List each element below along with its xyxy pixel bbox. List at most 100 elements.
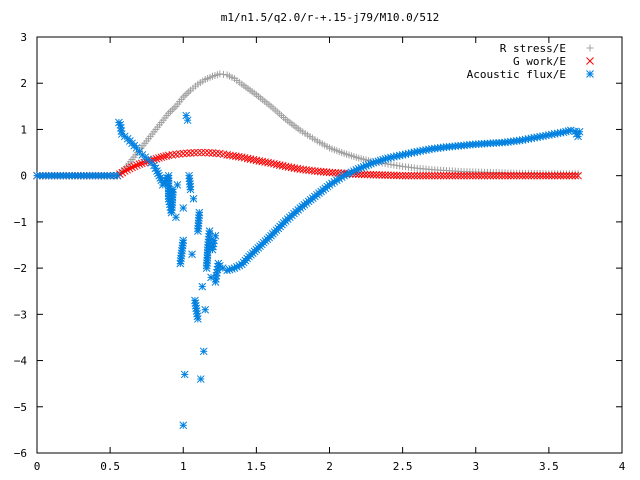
data-point xyxy=(219,150,228,159)
data-point xyxy=(261,158,270,166)
data-point xyxy=(181,91,189,99)
x-tick-label: 0 xyxy=(34,460,41,473)
data-point xyxy=(240,153,249,162)
data-point xyxy=(126,158,134,166)
data-point xyxy=(501,171,509,180)
data-point xyxy=(428,171,436,180)
data-point xyxy=(524,171,533,180)
data-point xyxy=(542,171,550,180)
data-point xyxy=(196,375,205,383)
data-point xyxy=(308,134,316,142)
data-point xyxy=(208,149,217,157)
data-point xyxy=(545,171,553,180)
data-point xyxy=(133,161,141,170)
data-point xyxy=(489,171,498,180)
x-tick-label: 3.5 xyxy=(539,460,559,473)
data-point xyxy=(378,171,387,179)
data-point xyxy=(468,171,477,180)
data-point xyxy=(439,171,448,180)
data-point xyxy=(294,125,302,133)
data-point xyxy=(246,155,255,163)
legend-label: Acoustic flux/E xyxy=(467,68,566,81)
data-point xyxy=(512,171,521,180)
data-point xyxy=(163,112,171,120)
data-point xyxy=(387,171,395,180)
data-point xyxy=(155,121,163,129)
data-point xyxy=(521,171,530,180)
data-point xyxy=(404,171,413,180)
data-point xyxy=(280,113,288,121)
data-point xyxy=(212,271,221,280)
data-point xyxy=(410,164,418,172)
x-tick-label: 1 xyxy=(180,460,187,473)
data-point xyxy=(506,171,515,180)
data-point xyxy=(180,370,189,379)
data-point xyxy=(213,71,221,79)
data-point xyxy=(212,149,221,158)
data-point xyxy=(498,171,506,180)
data-point xyxy=(179,149,188,158)
data-point xyxy=(451,171,460,180)
data-point xyxy=(219,70,227,78)
data-point xyxy=(367,159,375,168)
data-point xyxy=(159,152,168,161)
data-point xyxy=(463,171,471,180)
data-point xyxy=(495,171,504,180)
data-point xyxy=(442,171,451,180)
data-point xyxy=(454,171,463,180)
data-point xyxy=(413,171,422,180)
data-point xyxy=(235,261,244,270)
data-point xyxy=(173,181,182,189)
data-point xyxy=(250,247,259,256)
x-tick-label: 2 xyxy=(326,460,333,473)
data-point xyxy=(445,171,454,180)
data-point xyxy=(515,171,524,180)
y-tick-label: 2 xyxy=(20,77,27,90)
data-point xyxy=(290,164,299,172)
data-point xyxy=(195,211,203,220)
data-point xyxy=(152,154,161,163)
data-point xyxy=(539,171,547,180)
data-point xyxy=(117,127,126,135)
data-point xyxy=(264,158,272,167)
data-point xyxy=(103,171,112,180)
data-point xyxy=(366,170,375,179)
data-point xyxy=(88,171,97,180)
legend-label: R stress/E xyxy=(500,42,566,55)
data-point xyxy=(466,171,474,180)
data-point xyxy=(168,188,177,196)
data-point xyxy=(550,171,559,180)
data-point xyxy=(194,148,202,157)
data-point xyxy=(574,171,582,180)
data-point xyxy=(433,171,442,180)
data-point xyxy=(155,154,163,162)
data-point xyxy=(228,73,236,81)
data-point xyxy=(564,127,573,135)
y-tick-label: −4 xyxy=(14,355,28,368)
data-point xyxy=(183,116,192,125)
data-point xyxy=(135,160,144,168)
data-point xyxy=(179,204,188,212)
data-point xyxy=(199,347,208,356)
data-point xyxy=(137,159,146,168)
y-tick-label: 1 xyxy=(20,123,27,136)
data-point xyxy=(141,139,149,147)
data-point xyxy=(197,148,206,157)
y-tick-label: −5 xyxy=(14,401,27,414)
data-point xyxy=(395,171,404,180)
data-point xyxy=(209,239,218,248)
data-point xyxy=(474,171,483,180)
data-point xyxy=(323,182,332,191)
data-point xyxy=(186,182,195,191)
data-point xyxy=(172,213,180,222)
data-point xyxy=(193,312,202,321)
data-point xyxy=(416,171,425,180)
data-point xyxy=(44,171,53,180)
data-point xyxy=(422,171,430,180)
chart-title: m1/n1.5/q2.0/r-+.15-j79/M10.0/512 xyxy=(221,11,440,24)
legend-marker xyxy=(586,44,594,52)
data-point xyxy=(214,262,222,271)
data-point xyxy=(533,171,542,180)
data-point xyxy=(130,141,139,150)
